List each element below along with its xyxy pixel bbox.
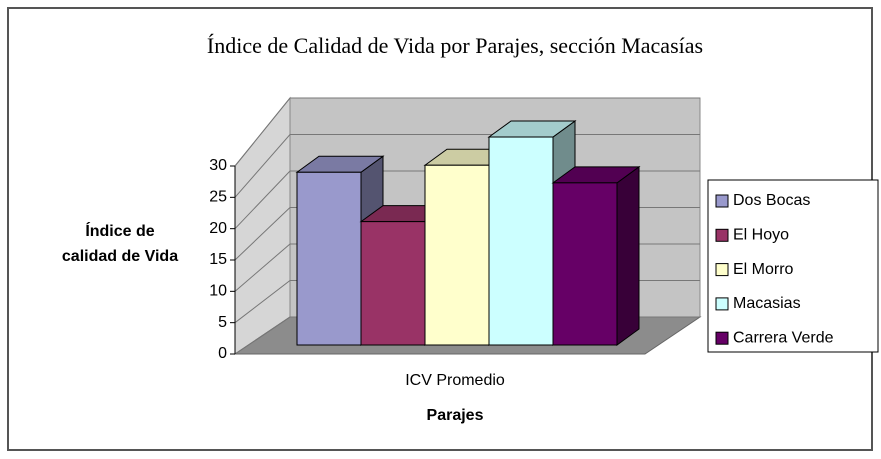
legend — [707, 179, 879, 353]
y-tick-label: 5 — [218, 314, 227, 331]
bar — [296, 171, 362, 346]
bar-side — [616, 165, 640, 346]
bar — [552, 182, 618, 346]
legend-label: Dos Bocas — [733, 192, 810, 209]
legend-label: Carrera Verde — [733, 329, 834, 346]
y-tick-label: 30 — [209, 157, 227, 174]
x-tick-label: ICV Promedio — [405, 372, 505, 389]
grid-line — [234, 97, 700, 167]
legend-label: El Morro — [733, 261, 794, 278]
x-axis-title: Parajes — [427, 407, 484, 424]
y-axis-title: Índice de — [85, 221, 154, 240]
y-tick-label: 0 — [218, 345, 227, 362]
y-tick-label: 10 — [209, 283, 227, 300]
legend-swatch — [715, 194, 729, 208]
legend-swatch — [715, 331, 729, 345]
legend-swatch — [715, 297, 729, 311]
y-tick-label: 25 — [209, 189, 227, 206]
bar — [488, 136, 554, 346]
chart-title: Índice de Calidad de Vida por Parajes, s… — [207, 33, 703, 58]
bar — [360, 221, 426, 346]
y-axis-title: calidad de Vida — [62, 248, 178, 265]
legend-label: El Hoyo — [733, 227, 789, 244]
legend-swatch — [715, 228, 729, 242]
bar — [424, 164, 490, 346]
legend-label: Macasias — [733, 295, 801, 312]
legend-swatch — [715, 263, 729, 277]
y-tick-label: 15 — [209, 251, 227, 268]
y-tick-label: 20 — [209, 220, 227, 237]
